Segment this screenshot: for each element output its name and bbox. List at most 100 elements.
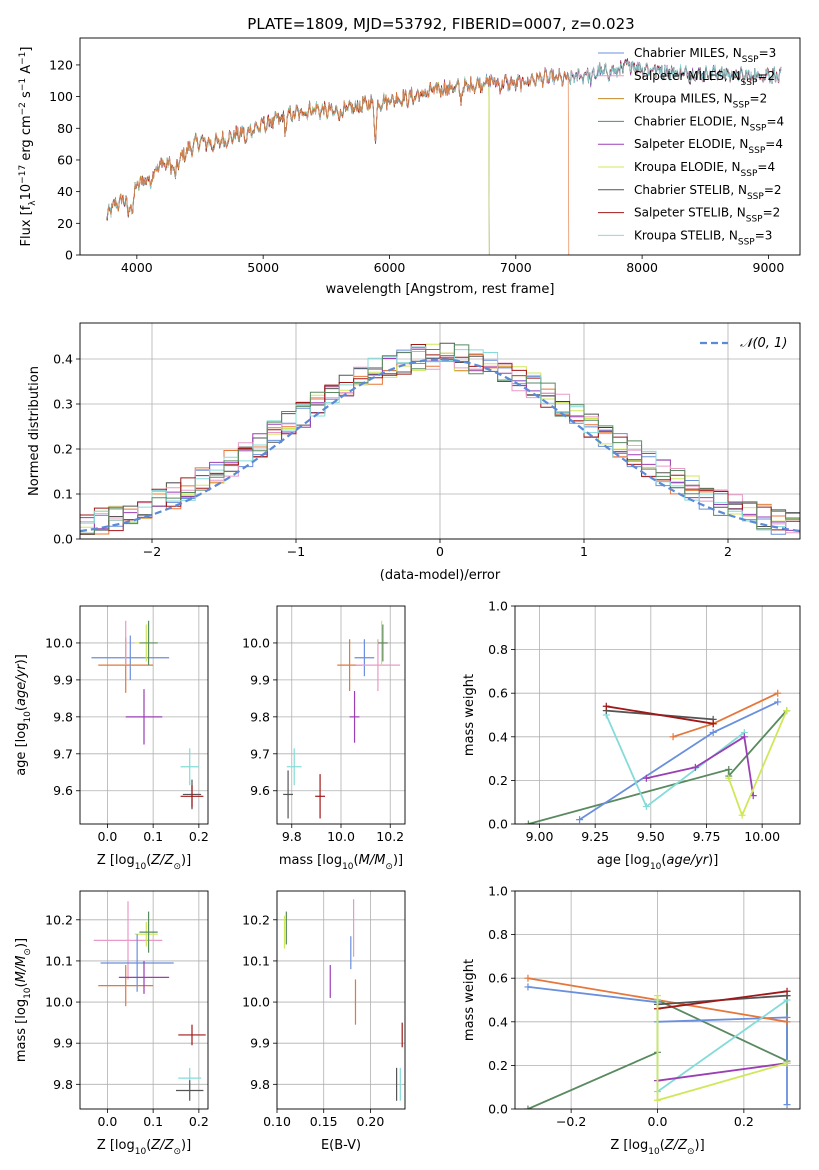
label-part: 10 (342, 862, 354, 872)
y-tick-label: 0.4 (488, 729, 508, 744)
y-tick-label: 0.6 (488, 686, 508, 701)
label-part: age [log (14, 723, 29, 776)
label-part: Chabrier MILES, N (634, 46, 742, 60)
x-label-age-vs-mass: mass [log10(M/M⊙)] (279, 853, 403, 872)
y-tick-label: 10.2 (242, 912, 270, 927)
x-label-age-vs-Z: Z [log10(Z/Z⊙)] (97, 853, 191, 872)
weight-marker (783, 1059, 791, 1067)
label-part: 10 (19, 184, 34, 201)
label-part: −1 (18, 78, 28, 91)
label-part: )] (708, 853, 718, 868)
frame-mass-vs-EBV (276, 890, 406, 1110)
y-tick-label: 9.6 (250, 783, 270, 798)
y-tick-label: 9.8 (250, 1077, 270, 1092)
label-part: Chabrier ELODIE, N (634, 114, 750, 128)
label-part: =4 (766, 114, 784, 128)
y-tick-label: 0.2 (488, 773, 508, 788)
weight-marker (669, 733, 677, 741)
weight-lines-weight-vs-age (524, 689, 791, 824)
weight-marker (709, 728, 717, 736)
frame-weight-vs-Z (514, 890, 801, 1110)
label-part: Kroupa STELIB, N (634, 228, 738, 242)
x-tick-label: 1 (580, 544, 588, 559)
y-tick-label: 20 (57, 216, 73, 231)
label-part: SSP (742, 55, 759, 65)
y-tick-label: 100 (49, 89, 73, 104)
y-tick-label: 9.7 (250, 746, 270, 761)
y-tick-label: 0.1 (53, 487, 73, 502)
axes-age-vs-Z: 0.0 0.1 0.2 9.6 9.7 9.8 9.9 10.0 (45, 606, 209, 844)
label-part: SSP (748, 146, 765, 156)
weight-marker (524, 820, 532, 824)
x-tick-label: −2 (143, 544, 161, 559)
y-tick-label: 0.8 (488, 927, 508, 942)
label-part: A (19, 65, 34, 78)
label-part: )] (393, 853, 403, 868)
label-part: Salpeter ELODIE, N (634, 137, 748, 151)
label-part: Flux [f (19, 205, 34, 246)
x-label-weight-vs-age: age [log10(age/yr)] (597, 853, 719, 872)
x-tick-label: 9.50 (637, 829, 665, 844)
label-part: =3 (755, 228, 773, 242)
weight-marker (602, 702, 610, 710)
weight-marker (524, 974, 532, 982)
label-part: Kroupa ELODIE, N (634, 160, 741, 174)
weight-marker (709, 720, 717, 728)
y-tick-label: 0.0 (488, 1102, 508, 1117)
x-tick-label: 10.2 (376, 829, 404, 844)
label-part: ( (661, 853, 666, 868)
histogram-group (80, 342, 800, 535)
x-tick-label: 10.0 (327, 829, 355, 844)
label-part: SSP (741, 169, 758, 179)
x-tick-label: 0.2 (734, 1114, 754, 1129)
label-part: −2 (18, 102, 28, 115)
frame-mass-vs-Z (79, 890, 209, 1110)
label-part: Chabrier STELIB, N (634, 183, 747, 197)
weight-marker (783, 1018, 791, 1026)
label-part: ⊙ (23, 948, 33, 956)
axes-mass-vs-EBV: 0.10 0.15 0.20 9.8 9.9 10.0 10.1 10.2 (242, 891, 405, 1129)
gaussian-curve (80, 358, 800, 533)
y-tick-label: 10.0 (45, 995, 73, 1010)
label-part: Kroupa MILES, N (634, 92, 733, 106)
y-tick-label: 10.0 (242, 635, 270, 650)
y-tick-label: 9.9 (250, 1036, 270, 1051)
legend-label: Chabrier ELODIE, NSSP=4 (634, 114, 784, 133)
y-tick-label: 60 (57, 152, 73, 167)
label-part: Z [log (97, 1138, 135, 1153)
label-part: 10 (23, 711, 33, 723)
x-tick-label: 9.00 (526, 829, 554, 844)
weight-marker (654, 1096, 661, 1104)
weight-marker (774, 698, 782, 706)
y-tick-label: 0.4 (488, 1014, 508, 1029)
x-tick-label: 10.00 (744, 829, 780, 844)
y-tick-label: 1.0 (488, 884, 508, 899)
y-tick-label: 0.0 (488, 817, 508, 832)
x-tick-label: 0.2 (189, 829, 209, 844)
label-part: SSP (750, 123, 767, 133)
label-part: ( (14, 706, 29, 711)
x-tick-label: 0.0 (97, 829, 117, 844)
y-tick-label: 9.9 (53, 1036, 73, 1051)
label-part: age/yr (666, 853, 709, 868)
frame-weight-vs-age (514, 605, 801, 825)
y-tick-label: 9.8 (53, 1077, 73, 1092)
x-label-weight-vs-Z: Z [log10(Z/Z⊙)] (610, 1138, 704, 1157)
weight-marker (576, 816, 584, 824)
label-part: SSP (747, 192, 764, 202)
errorbar-group-mass-vs-EBV (283, 899, 403, 1101)
y-tick-label: 0.2 (488, 1058, 508, 1073)
label-part: ⊙ (173, 1147, 181, 1157)
weight-marker (740, 733, 748, 741)
weight-marker (642, 774, 650, 782)
y-tick-label: 10.0 (45, 635, 73, 650)
label-part: =2 (757, 69, 775, 83)
weight-marker (691, 763, 699, 771)
label-part: Z/Z (664, 1138, 688, 1153)
label-part: λ (28, 200, 38, 206)
axes-age-vs-mass: 9.8 10.0 10.2 9.6 9.7 9.8 9.9 10.0 (242, 606, 405, 844)
figure-title: PLATE=1809, MJD=53792, FIBERID=0007, z=0… (247, 15, 634, 33)
legend-label: Salpeter STELIB, NSSP=2 (634, 206, 780, 225)
x-tick-label: 2 (724, 544, 732, 559)
label-part: ( (146, 853, 151, 868)
